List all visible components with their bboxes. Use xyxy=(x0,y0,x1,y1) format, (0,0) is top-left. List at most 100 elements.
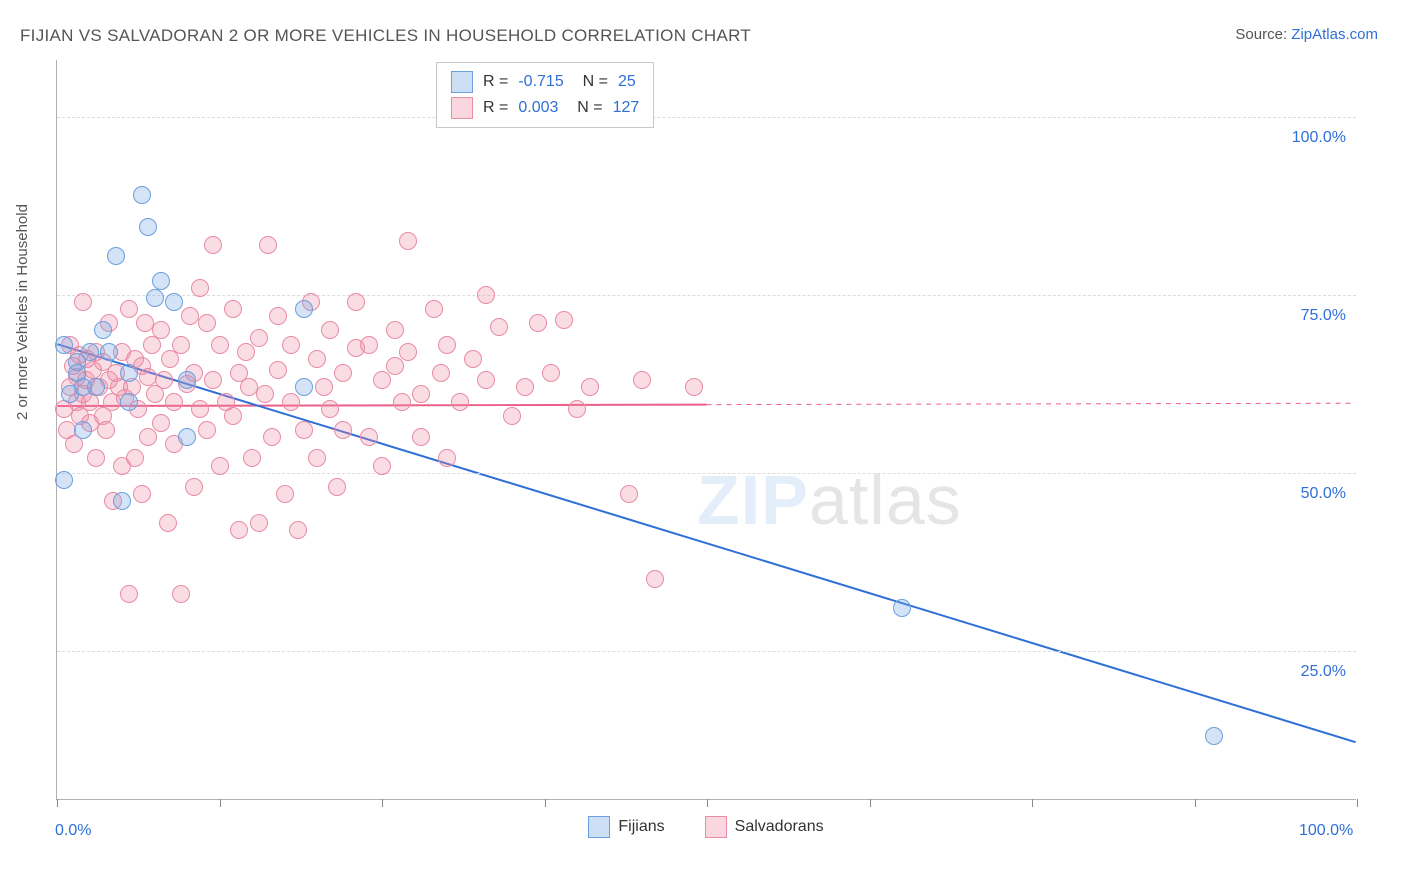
x-tick xyxy=(870,799,871,807)
legend-item-fijians: Fijians xyxy=(588,816,664,838)
swatch-pink-icon xyxy=(705,816,727,838)
data-point-salvadoran xyxy=(120,300,138,318)
legend-row-fijians: R = -0.715 N = 25 xyxy=(451,69,639,95)
data-point-salvadoran xyxy=(399,232,417,250)
data-point-fijian xyxy=(295,378,313,396)
bottom-legend: Fijians Salvadorans xyxy=(56,816,1356,838)
data-point-fijian xyxy=(113,492,131,510)
data-point-salvadoran xyxy=(250,514,268,532)
data-point-salvadoran xyxy=(308,449,326,467)
data-point-fijian xyxy=(893,599,911,617)
data-point-fijian xyxy=(178,371,196,389)
data-point-salvadoran xyxy=(152,321,170,339)
data-point-salvadoran xyxy=(633,371,651,389)
data-point-salvadoran xyxy=(152,414,170,432)
data-point-salvadoran xyxy=(211,457,229,475)
data-point-salvadoran xyxy=(477,286,495,304)
data-point-salvadoran xyxy=(185,478,203,496)
data-point-salvadoran xyxy=(646,570,664,588)
trend-lines-svg xyxy=(57,60,1356,799)
data-point-fijian xyxy=(146,289,164,307)
data-point-salvadoran xyxy=(282,393,300,411)
data-point-salvadoran xyxy=(191,279,209,297)
x-tick xyxy=(545,799,546,807)
gridline xyxy=(57,473,1356,474)
y-tick-label: 50.0% xyxy=(1301,485,1346,503)
data-point-salvadoran xyxy=(438,336,456,354)
x-tick xyxy=(57,799,58,807)
data-point-salvadoran xyxy=(516,378,534,396)
data-point-fijian xyxy=(81,343,99,361)
x-tick xyxy=(1357,799,1358,807)
data-point-fijian xyxy=(165,293,183,311)
source-link[interactable]: ZipAtlas.com xyxy=(1291,26,1378,43)
data-point-salvadoran xyxy=(172,585,190,603)
y-tick-label: 25.0% xyxy=(1301,663,1346,681)
data-point-salvadoran xyxy=(243,449,261,467)
data-point-salvadoran xyxy=(224,407,242,425)
data-point-salvadoran xyxy=(139,428,157,446)
source-label: Source: ZipAtlas.com xyxy=(1235,26,1378,43)
data-point-salvadoran xyxy=(308,350,326,368)
data-point-salvadoran xyxy=(295,421,313,439)
data-point-salvadoran xyxy=(282,336,300,354)
data-point-salvadoran xyxy=(360,428,378,446)
data-point-salvadoran xyxy=(425,300,443,318)
data-point-salvadoran xyxy=(328,478,346,496)
data-point-salvadoran xyxy=(412,428,430,446)
data-point-salvadoran xyxy=(97,421,115,439)
swatch-pink-icon xyxy=(451,97,473,119)
data-point-salvadoran xyxy=(224,300,242,318)
data-point-salvadoran xyxy=(120,585,138,603)
data-point-salvadoran xyxy=(373,371,391,389)
data-point-salvadoran xyxy=(490,318,508,336)
gridline xyxy=(57,117,1356,118)
data-point-salvadoran xyxy=(198,314,216,332)
data-point-salvadoran xyxy=(555,311,573,329)
trend-line xyxy=(707,403,1356,404)
chart-title: FIJIAN VS SALVADORAN 2 OR MORE VEHICLES … xyxy=(20,26,751,46)
trend-line xyxy=(57,405,706,406)
data-point-fijian xyxy=(55,336,73,354)
swatch-blue-icon xyxy=(451,71,473,93)
data-point-salvadoran xyxy=(386,321,404,339)
data-point-salvadoran xyxy=(276,485,294,503)
x-tick xyxy=(220,799,221,807)
plot-area: ZIPatlas 25.0%50.0%75.0%100.0%0.0%100.0% xyxy=(56,60,1356,800)
data-point-salvadoran xyxy=(347,293,365,311)
x-tick xyxy=(1195,799,1196,807)
data-point-salvadoran xyxy=(256,385,274,403)
swatch-blue-icon xyxy=(588,816,610,838)
legend-row-salvadorans: R = 0.003 N = 127 xyxy=(451,95,639,121)
data-point-salvadoran xyxy=(412,385,430,403)
x-tick xyxy=(707,799,708,807)
data-point-salvadoran xyxy=(155,371,173,389)
data-point-fijian xyxy=(87,378,105,396)
data-point-salvadoran xyxy=(568,400,586,418)
data-point-salvadoran xyxy=(211,336,229,354)
stats-legend: R = -0.715 N = 25 R = 0.003 N = 127 xyxy=(436,62,654,128)
data-point-salvadoran xyxy=(321,321,339,339)
data-point-salvadoran xyxy=(393,393,411,411)
data-point-fijian xyxy=(133,186,151,204)
gridline xyxy=(57,651,1356,652)
data-point-salvadoran xyxy=(198,421,216,439)
data-point-salvadoran xyxy=(250,329,268,347)
data-point-fijian xyxy=(139,218,157,236)
data-point-salvadoran xyxy=(315,378,333,396)
data-point-salvadoran xyxy=(503,407,521,425)
data-point-fijian xyxy=(100,343,118,361)
legend-item-salvadorans: Salvadorans xyxy=(705,816,824,838)
data-point-fijian xyxy=(120,364,138,382)
data-point-fijian xyxy=(74,421,92,439)
data-point-salvadoran xyxy=(464,350,482,368)
data-point-fijian xyxy=(152,272,170,290)
data-point-fijian xyxy=(1205,727,1223,745)
x-tick xyxy=(382,799,383,807)
data-point-fijian xyxy=(295,300,313,318)
data-point-salvadoran xyxy=(237,343,255,361)
data-point-salvadoran xyxy=(581,378,599,396)
data-point-salvadoran xyxy=(477,371,495,389)
data-point-fijian xyxy=(94,321,112,339)
data-point-fijian xyxy=(120,393,138,411)
